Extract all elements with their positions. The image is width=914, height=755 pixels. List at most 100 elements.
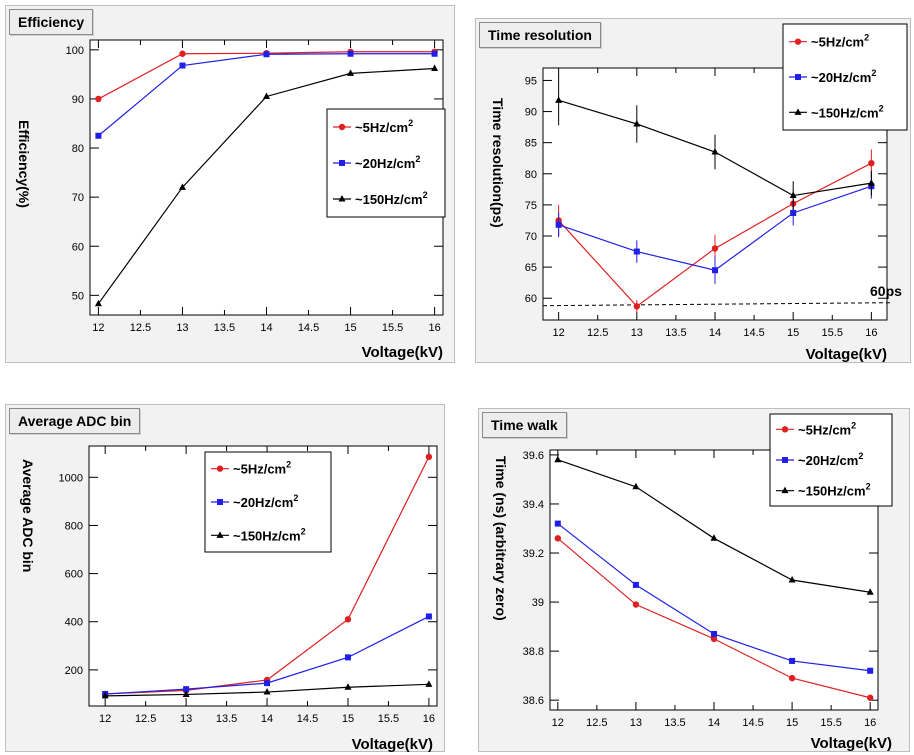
data-point [710,534,718,541]
legend-label-superscript: 2 [851,420,856,430]
legend-label-superscript: 2 [408,118,413,128]
legend-marker [216,531,224,538]
x-tick-label: 13 [631,327,643,339]
legend-label-superscript: 2 [858,451,863,461]
legend-label-text: ~150Hz/cm [811,105,879,120]
data-point [711,245,719,252]
time-walk-title: Time walk [482,412,567,438]
y-axis-label: Time resolution(ps) [490,98,506,228]
x-tick-label: 14.5 [297,713,318,725]
data-point [95,95,102,103]
y-axis-label: Average ADC bin [20,459,36,572]
data-point [263,51,270,58]
data-point [344,683,352,690]
efficiency-panel: 12 12.5 13 13.5 14 14.5 15 15.5 16 50 60 70 80 90 100 V… [5,5,455,363]
data-point [711,148,719,155]
data-point [431,64,439,71]
legend-label-text: ~20Hz/cm [355,156,415,171]
data-point [182,690,190,697]
x-tick-label: 16 [864,717,876,729]
data-point [101,691,109,699]
data-point [347,50,354,57]
y-tick-label: 600 [65,569,83,581]
legend-label: ~150Hz/cm2 [811,103,884,120]
legend-label-superscript: 2 [879,103,884,113]
data-point [554,455,562,463]
data-point [554,520,561,527]
legend-label: ~20Hz/cm2 [811,68,876,85]
legend-marker [338,123,346,131]
x-tick-label: 13 [176,322,188,334]
data-point [95,132,102,139]
legend-marker [782,457,788,463]
data-point [632,581,639,588]
data-point [788,674,796,682]
y-tick-label: 80 [72,143,84,155]
data-point [711,630,717,637]
x-axis-label: Voltage(kV) [362,344,443,361]
data-point [867,667,874,674]
legend-label-text: ~150Hz/cm [233,528,301,543]
data-point [710,635,718,643]
x-tick-label: 14 [708,717,720,729]
x-tick-label: 14.5 [298,322,319,334]
x-tick-label: 15 [787,327,799,339]
y-tick-label: 39.2 [523,548,544,560]
y-tick-label: 39.4 [523,499,544,511]
legend-label-superscript: 2 [864,33,869,43]
x-tick-label: 13 [630,717,642,729]
x-tick-label: 14.5 [743,327,764,339]
data-point [425,453,433,461]
data-point [633,303,641,310]
data-point [183,686,190,693]
legend-label: ~5Hz/cm2 [355,118,413,135]
legend-marker [216,465,224,472]
x-tick-label: 12.5 [135,713,156,725]
data-point [264,680,271,687]
efficiency-chart: 12 12.5 13 13.5 14 14.5 15 15.5 16 50 60 70 80 90 100 V… [5,5,455,363]
legend-label: ~150Hz/cm2 [233,526,306,543]
x-tick-label: 13.5 [664,717,685,729]
legend-marker [339,160,345,166]
legend-label-superscript: 2 [301,526,306,536]
y-tick-label: 95 [525,75,537,87]
legend-label-text: ~20Hz/cm [811,70,871,85]
legend-label: ~20Hz/cm2 [798,451,863,468]
y-tick-label: 70 [525,231,537,243]
legend-marker [795,74,801,80]
legend-label-text: ~20Hz/cm [233,495,293,510]
data-point [866,588,874,595]
data-point [868,160,875,167]
data-point [263,92,270,99]
legend-label-superscript: 2 [286,460,291,470]
legend-label: ~5Hz/cm2 [798,420,856,437]
x-tick-label: 12.5 [130,322,151,334]
data-point [94,299,102,307]
y-tick-label: 1000 [59,472,83,484]
data-point [554,535,562,542]
x-tick-label: 16 [428,322,440,334]
x-tick-label: 15 [344,322,356,334]
data-point [431,50,438,57]
legend-label-text: ~5Hz/cm [355,120,408,135]
legend-label: ~20Hz/cm2 [355,154,420,171]
time-walk-chart: 12 12.5 13 13.5 14 14.5 15 15.5 16 38.6 38.8 39 39.2… [478,408,910,752]
legend-label-superscript: 2 [866,482,871,492]
x-tick-label: 14.5 [742,717,763,729]
legend-label-text: ~150Hz/cm [798,484,866,499]
x-tick-label: 15 [786,717,798,729]
data-point [712,267,718,274]
y-tick-label: 38.8 [523,646,544,658]
legend-label-text: ~5Hz/cm [811,35,864,50]
x-tick-label: 12.5 [586,717,607,729]
y-tick-label: 400 [65,617,83,629]
data-point [632,482,640,490]
legend-label-text: ~5Hz/cm [233,462,286,477]
legend-label: ~5Hz/cm2 [233,460,291,477]
data-point [555,96,563,103]
legend-marker [217,499,223,505]
reference-line [542,302,892,307]
x-tick-label: 13.5 [214,322,235,334]
x-tick-label: 12 [552,717,564,729]
y-tick-label: 800 [65,520,83,532]
